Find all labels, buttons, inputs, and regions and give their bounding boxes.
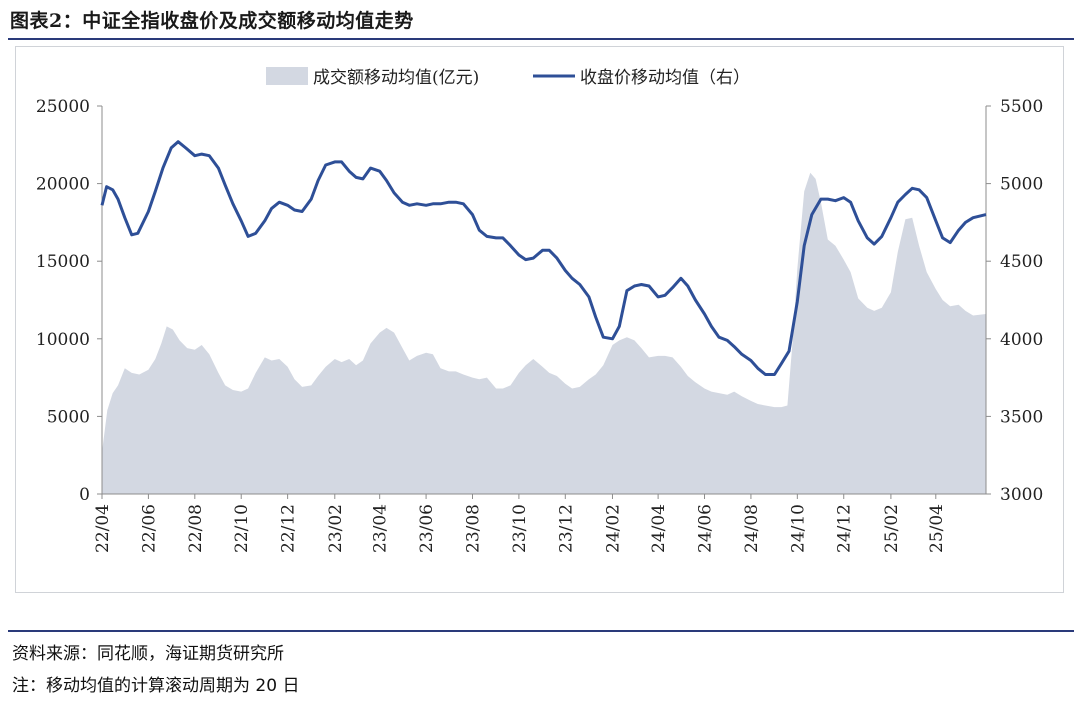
x-tick-label: 24/04 [649,504,669,553]
legend-swatch-turnover [266,67,308,85]
footer-rule [8,630,1074,632]
x-tick-label: 24/02 [603,504,623,553]
x-tick-label: 22/08 [186,504,206,553]
y-right-tick-label: 3000 [1000,485,1043,505]
chart-svg: 0 5000 10000 15000 20000 25000 3000 3500 4000 450… [36,67,1043,553]
x-tick-label: 22/10 [232,504,252,553]
x-tick-label: 24/08 [742,504,762,553]
y-left-tick-label: 20000 [36,175,90,195]
x-tick-label: 23/02 [326,504,346,553]
y-left-tick-label: 10000 [36,330,90,350]
x-tick-label: 24/10 [788,504,808,553]
x-tick-label: 24/06 [696,504,716,553]
y-right-tick-label: 3500 [1000,407,1043,427]
x-tick-label: 22/06 [139,504,159,553]
legend-label-close: 收盘价移动均值（右） [580,68,750,88]
title-rule [8,38,1074,40]
footnote: 注：移动均值的计算滚动周期为 20 日 [12,676,300,696]
x-tick-label: 23/12 [556,504,576,553]
y-right-tick-label: 5000 [1000,175,1043,195]
x-tick-label: 25/04 [927,504,947,553]
y-right-tick-label: 4500 [1000,252,1043,272]
x-tick-label: 23/08 [463,504,483,553]
x-tick-label: 25/02 [882,504,902,553]
x-tick-label: 22/04 [93,504,113,553]
x-tick-label: 23/06 [417,504,437,553]
chart-frame: 0 5000 10000 15000 20000 25000 3000 3500 4000 450… [15,46,1064,593]
legend: 成交额移动均值(亿元) 收盘价移动均值（右） [266,67,750,88]
x-tick-label: 22/12 [279,504,299,553]
series-close-line [100,140,987,376]
x-tick-label: 23/10 [510,504,530,553]
legend-label-turnover: 成交额移动均值(亿元) [313,68,479,88]
y-left-tick-label: 5000 [47,407,90,427]
x-tick-label: 24/12 [835,504,855,553]
x-tick-label: 23/04 [371,504,391,553]
source-note: 资料来源：同花顺，海证期货研究所 [12,644,284,664]
y-left-tick-label: 0 [79,485,90,505]
y-right-tick-label: 5500 [1000,97,1043,117]
series-turnover-area [102,172,986,494]
figure-title: 图表2：中证全指收盘价及成交额移动均值走势 [10,10,414,32]
y-left-tick-label: 15000 [36,252,90,272]
y-left-tick-label: 25000 [36,97,90,117]
y-right-tick-label: 4000 [1000,330,1043,350]
